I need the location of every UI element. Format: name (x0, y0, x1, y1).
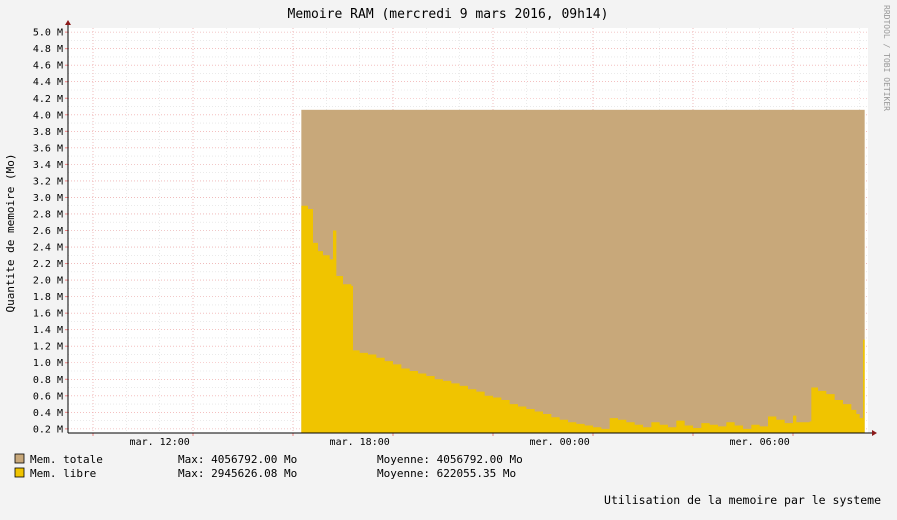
legend-max-total: Max: 4056792.00 Mo (178, 453, 297, 466)
legend-swatch-total (14, 453, 25, 464)
y-tick-label: 4.6 M (33, 61, 63, 72)
y-tick-label: 3.2 M (33, 176, 63, 187)
y-tick-label: 3.8 M (33, 127, 63, 138)
y-tick-label: 2.8 M (33, 209, 63, 220)
y-tick-label: 1.6 M (33, 309, 63, 320)
legend: Mem. totale Max: 4056792.00 Mo Moyenne: … (14, 453, 523, 480)
y-tick-label: 2.6 M (33, 226, 63, 237)
y-tick-label: 4.2 M (33, 94, 63, 105)
x-tick-label: mer. 00:00 (530, 437, 590, 448)
y-tick-label: 4.8 M (33, 44, 63, 55)
y-tick-label: 3.0 M (33, 193, 63, 204)
legend-avg-free: Moyenne: 622055.35 Mo (377, 467, 516, 480)
y-tick-label: 5.0 M (33, 28, 63, 39)
x-tick-label: mer. 06:00 (730, 437, 790, 448)
y-tick-label: 3.6 M (33, 143, 63, 154)
y-tick-label: 4.4 M (33, 77, 63, 88)
legend-label-free: Mem. libre (30, 467, 96, 480)
legend-max-free: Max: 2945626.08 Mo (178, 467, 297, 480)
y-tick-label: 4.0 M (33, 110, 63, 121)
y-tick-label: 0.2 M (33, 424, 63, 435)
legend-item-free: Mem. libre Max: 2945626.08 Mo Moyenne: 6… (14, 467, 516, 480)
chart-title: Memoire RAM (mercredi 9 mars 2016, 09h14… (288, 7, 609, 22)
legend-item-total: Mem. totale Max: 4056792.00 Mo Moyenne: … (14, 453, 523, 466)
y-tick-label: 0.6 M (33, 391, 63, 402)
y-tick-label: 2.0 M (33, 276, 63, 287)
y-tick-labels: 0.2 M 0.4 M 0.6 M 0.8 M 1.0 M 1.2 M 1.4 M 1.6 M… (33, 28, 63, 436)
x-axis-arrow (872, 430, 877, 436)
y-tick-label: 1.0 M (33, 358, 63, 369)
y-axis-label: Quantite de memoire (Mo) (4, 154, 17, 313)
rrdtool-credit: RRDTOOL / TOBI OETIKER (882, 5, 891, 111)
chart-footer: Utilisation de la memoire par le systeme (604, 493, 881, 507)
x-tick-labels: mar. 12:00 mar. 18:00 mer. 00:00 mer. 06:00 (130, 437, 790, 448)
y-tick-label: 2.4 M (33, 243, 63, 254)
y-tick-label: 0.8 M (33, 375, 63, 386)
y-tick-label: 2.2 M (33, 259, 63, 270)
y-tick-label: 3.4 M (33, 160, 63, 171)
x-tick-label: mar. 18:00 (330, 437, 390, 448)
series-layer (301, 109, 865, 433)
series-area-mem-libre (301, 205, 865, 433)
axes (65, 20, 877, 436)
y-tick-label: 0.4 M (33, 408, 63, 419)
y-tick-label: 1.8 M (33, 292, 63, 303)
x-tick-label: mar. 12:00 (130, 437, 190, 448)
y-tick-label: 1.4 M (33, 325, 63, 336)
legend-swatch-free (14, 467, 25, 478)
y-axis-arrow (65, 20, 71, 25)
y-tick-label: 1.2 M (33, 342, 63, 353)
legend-label-total: Mem. totale (30, 453, 103, 466)
legend-avg-total: Moyenne: 4056792.00 Mo (377, 453, 523, 466)
